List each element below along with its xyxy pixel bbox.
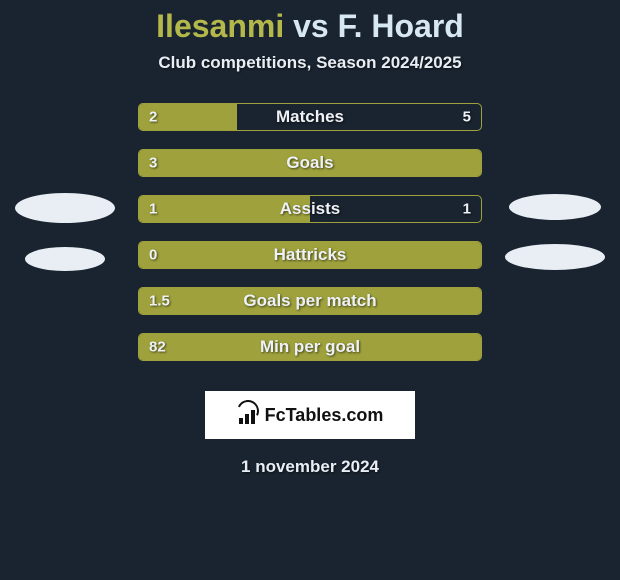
stat-bar-right-segment: [237, 104, 481, 130]
stat-bar-label: Hattricks: [274, 245, 347, 265]
player1-avatar-placeholder: [15, 193, 115, 223]
right-avatar-col: [504, 194, 606, 270]
player2-avatar-placeholder: [509, 194, 601, 220]
stat-bars: Matches 2 5 Goals 3 Assists 1 1 Hattricks 0 Goals …: [138, 103, 482, 361]
stat-value-right: 5: [463, 109, 471, 126]
stat-bar: Goals 3: [138, 149, 482, 177]
vs-label: vs: [293, 8, 329, 44]
stat-value-left: 1: [149, 201, 157, 218]
comparison-infographic: Ilesanmi vs F. Hoard Club competitions, …: [0, 0, 620, 477]
stat-bar: Min per goal 82: [138, 333, 482, 361]
stat-bar-label: Goals per match: [243, 291, 376, 311]
brand-badge: FcTables.com: [205, 391, 415, 439]
stat-value-left: 3: [149, 155, 157, 172]
stat-bar: Hattricks 0: [138, 241, 482, 269]
stat-value-left: 0: [149, 247, 157, 264]
player1-team-placeholder: [25, 247, 105, 271]
footer-date: 1 november 2024: [241, 457, 379, 477]
subtitle: Club competitions, Season 2024/2025: [158, 53, 461, 73]
stat-value-right: 1: [463, 201, 471, 218]
stat-value-left: 1.5: [149, 293, 170, 310]
brand-text: FcTables.com: [265, 405, 384, 426]
stat-value-left: 2: [149, 109, 157, 126]
stat-bar-label: Assists: [280, 199, 340, 219]
stat-bar-label: Matches: [276, 107, 344, 127]
player1-name: Ilesanmi: [156, 8, 284, 44]
page-title: Ilesanmi vs F. Hoard: [156, 8, 464, 45]
left-avatar-col: [14, 193, 116, 271]
brand-chart-icon: [237, 406, 259, 424]
stat-bar-label: Min per goal: [260, 337, 360, 357]
chart-row: Matches 2 5 Goals 3 Assists 1 1 Hattricks 0 Goals …: [0, 103, 620, 361]
stat-value-left: 82: [149, 339, 166, 356]
player2-name: F. Hoard: [338, 8, 464, 44]
stat-bar-label: Goals: [286, 153, 333, 173]
stat-bar: Matches 2 5: [138, 103, 482, 131]
stat-bar: Assists 1 1: [138, 195, 482, 223]
stat-bar: Goals per match 1.5: [138, 287, 482, 315]
player2-team-placeholder: [505, 244, 605, 270]
